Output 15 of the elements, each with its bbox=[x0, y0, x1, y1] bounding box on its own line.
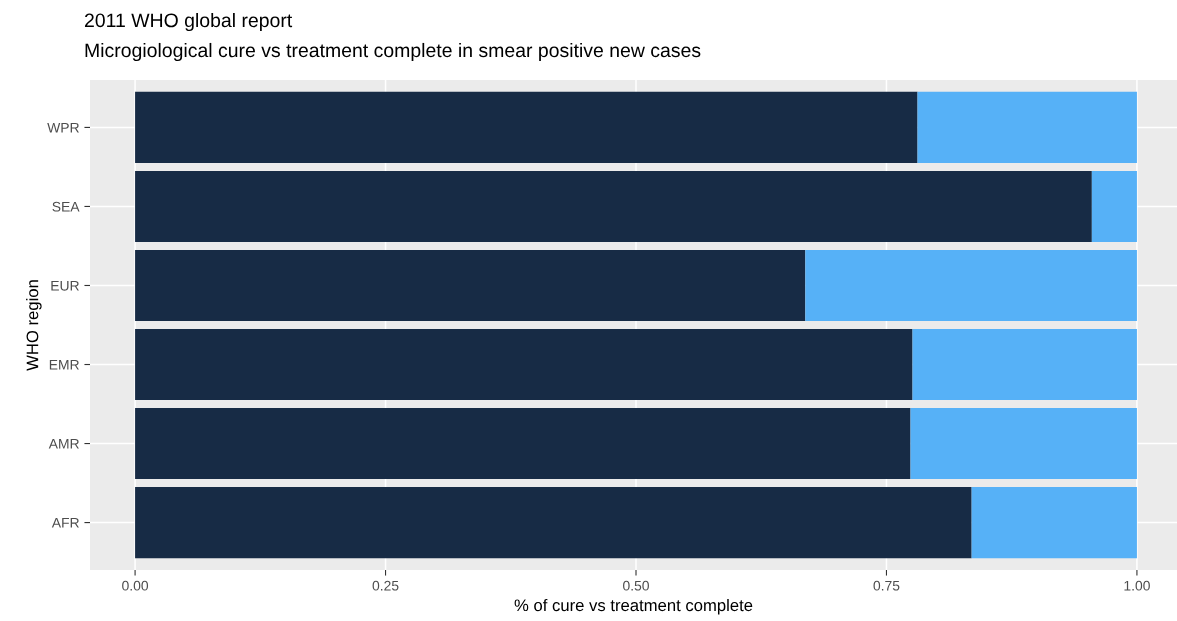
y-tick-label: SEA bbox=[52, 201, 80, 212]
x-tick-label: 0.50 bbox=[623, 580, 649, 591]
chart-subtitle: Microgiological cure vs treatment complete in smear positive new cases bbox=[85, 42, 701, 62]
x-axis-title: % of cure vs treatment complete bbox=[514, 598, 753, 615]
y-tick-label: AMR bbox=[48, 439, 79, 449]
y-tick-label: AFR bbox=[51, 518, 79, 528]
y-tick-label: WPR bbox=[47, 122, 79, 133]
y-tick-label: EUR bbox=[51, 280, 79, 291]
x-tick-label: 1.00 bbox=[1124, 580, 1150, 591]
chart-title: 2011 WHO global report bbox=[84, 12, 293, 32]
y-axis-title: WHO region bbox=[26, 280, 42, 371]
x-tick-label: 0.25 bbox=[372, 580, 399, 591]
x-tick-label: 0.75 bbox=[873, 580, 900, 591]
y-tick-label: EMR bbox=[49, 359, 79, 370]
x-tick-label: 0.00 bbox=[122, 580, 149, 591]
